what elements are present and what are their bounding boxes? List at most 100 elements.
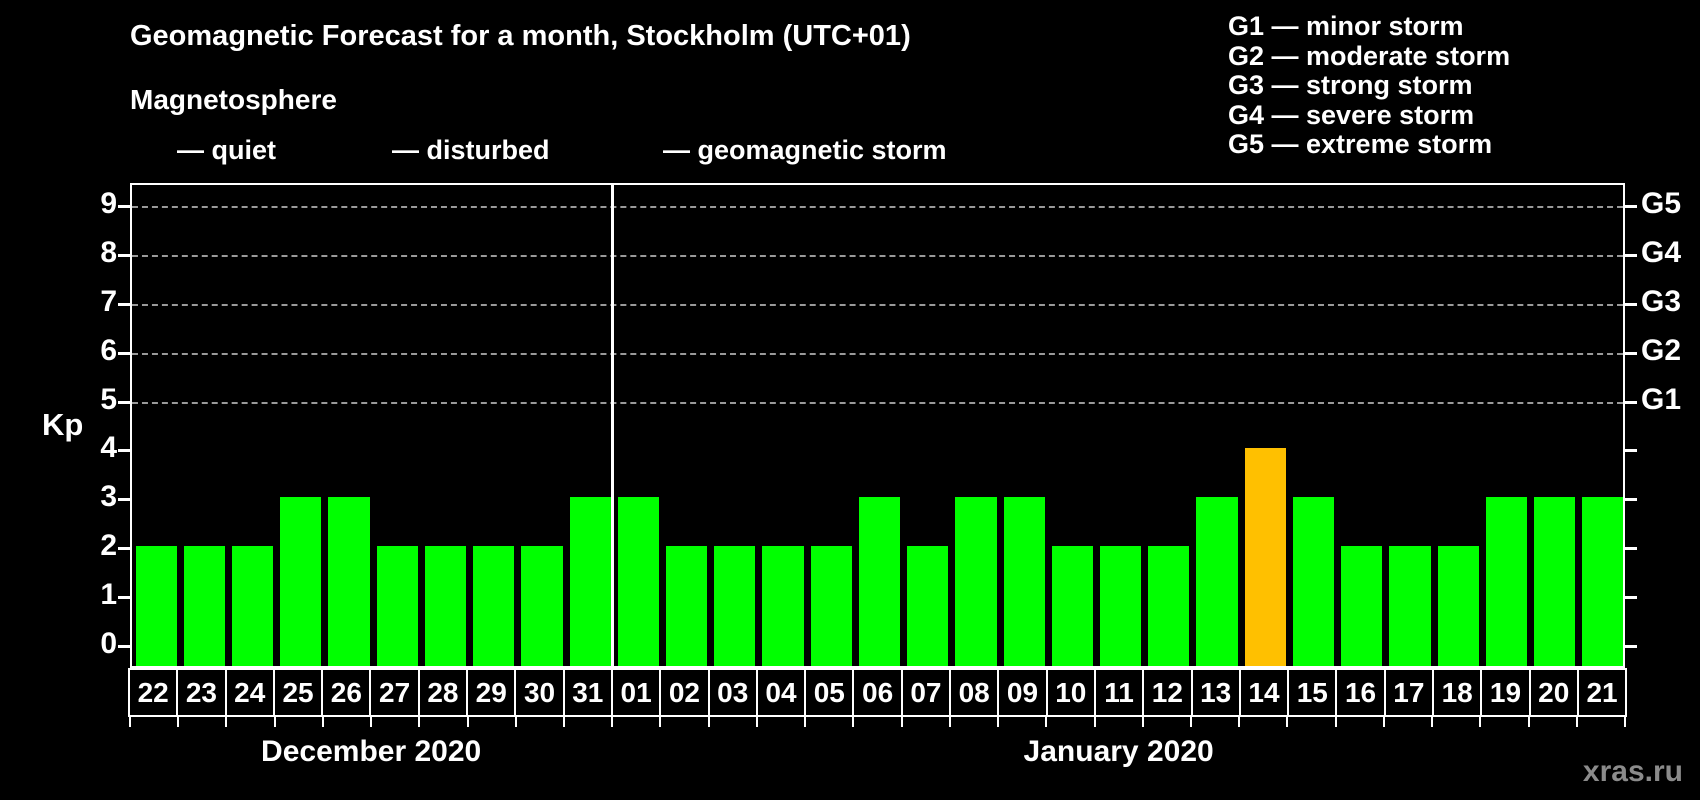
y-tick-label-7: 7 — [100, 284, 117, 318]
right-axis-tick-2 — [1625, 546, 1637, 550]
right-axis-tick-7 — [1625, 302, 1637, 306]
kp-bar-day-25 — [280, 497, 322, 666]
right-axis-tick-3 — [1625, 498, 1637, 502]
day-boundary-tick — [177, 717, 180, 727]
day-label-29: 29 — [466, 670, 514, 715]
day-label-27: 27 — [369, 670, 417, 715]
day-axis-row: 22 23 24 25 26 27 28 29 30 31 01 02 03 04 05 06 07 08 09 10… — [128, 668, 1627, 717]
day-label-24: 24 — [224, 670, 273, 715]
day-boundary-tick — [755, 717, 758, 727]
day-label-04: 04 — [755, 670, 804, 715]
day-boundary-tick — [1382, 717, 1385, 727]
day-boundary-tick — [563, 717, 566, 727]
legend-item-storm: — geomagnetic storm — [617, 131, 947, 169]
day-label-22: 22 — [137, 676, 169, 708]
day-label-18: 18 — [1432, 670, 1480, 715]
kp-bar-day-31 — [569, 497, 611, 666]
day-label-09: 09 — [997, 670, 1045, 715]
day-boundary-tick — [997, 717, 1000, 727]
day-boundary-tick — [1527, 717, 1530, 727]
y-tick-label-6: 6 — [100, 333, 117, 367]
left-axis-tick-2 — [118, 546, 130, 550]
day-label-16: 16 — [1335, 670, 1383, 715]
kp-bar-day-10 — [1051, 545, 1093, 666]
kp-bar-day-05 — [810, 545, 852, 666]
day-boundary-tick — [129, 717, 131, 727]
kp-bar-day-02 — [665, 545, 708, 666]
day-boundary-tick — [1093, 717, 1096, 727]
day-label-07: 07 — [900, 670, 949, 715]
left-axis-tick-1 — [118, 595, 130, 599]
day-label-10: 10 — [1045, 670, 1094, 715]
kp-bar-day-23 — [183, 545, 225, 666]
day-boundary-tick — [804, 717, 807, 727]
quiet-color-swatch — [131, 135, 163, 166]
y-tick-label-3: 3 — [100, 480, 117, 514]
kp-bar-day-18 — [1437, 545, 1479, 666]
month-label-january: January 2020 — [1023, 735, 1214, 768]
day-label-21: 21 — [1576, 670, 1625, 715]
y-tick-label-2: 2 — [100, 528, 117, 562]
kp-bar-day-21 — [1582, 497, 1624, 666]
g2-legend-line: G2 — moderate storm — [1228, 40, 1511, 71]
left-axis-tick-5 — [118, 400, 130, 404]
kp-bar-day-07 — [907, 545, 949, 666]
kp-bar-day-22 — [135, 545, 177, 666]
day-label-14: 14 — [1238, 670, 1287, 715]
y-tick-label-4: 4 — [100, 431, 117, 465]
kp-bar-day-30 — [521, 545, 563, 666]
g4-legend-line: G4 — severe storm — [1228, 99, 1475, 130]
kp-bar-day-19 — [1485, 497, 1528, 666]
right-axis-label-g5: G5 — [1641, 187, 1682, 221]
kp-bar-day-17 — [1389, 545, 1431, 666]
right-axis-tick-8 — [1625, 254, 1637, 258]
left-axis-tick-8 — [118, 254, 130, 258]
day-label-30: 30 — [514, 670, 562, 715]
day-label-28: 28 — [417, 670, 466, 715]
y-tick-label-5: 5 — [100, 382, 117, 416]
day-boundary-tick — [1431, 717, 1434, 727]
gridline-kp-5 — [132, 401, 1623, 404]
gridline-kp-6 — [132, 352, 1623, 355]
kp-bar-day-06 — [858, 497, 901, 666]
day-label-02: 02 — [659, 670, 707, 715]
day-label-11: 11 — [1093, 670, 1142, 715]
left-axis-tick-4 — [118, 449, 130, 453]
g-scale-legend: G1 — minor storm G2 — moderate storm G3 … — [1228, 11, 1511, 160]
legend-storm-label: — geomagnetic storm — [663, 134, 947, 165]
kp-bar-day-11 — [1100, 545, 1142, 666]
day-label-12: 12 — [1142, 670, 1190, 715]
day-boundary-tick — [1624, 717, 1626, 727]
right-axis-label-g2: G2 — [1641, 333, 1682, 367]
day-boundary-tick — [273, 717, 276, 727]
day-boundary-tick — [1286, 717, 1289, 727]
day-boundary-tick — [1045, 717, 1048, 727]
kp-bar-day-16 — [1341, 545, 1383, 666]
day-boundary-tick — [852, 717, 855, 727]
day-boundary-tick — [900, 717, 903, 727]
kp-bar-day-04 — [762, 545, 804, 666]
day-boundary-tick — [1238, 717, 1241, 727]
day-label-15: 15 — [1287, 670, 1335, 715]
right-axis-label-g3: G3 — [1641, 284, 1682, 318]
plot-area — [118, 183, 1637, 668]
watermark: xras.ru — [1582, 755, 1683, 788]
y-axis-title: Kp — [42, 407, 84, 442]
g1-legend-line: G1 — minor storm — [1228, 11, 1464, 41]
day-boundary-tick — [321, 717, 324, 727]
left-axis-tick-0 — [118, 644, 130, 648]
kp-bar-day-14 — [1244, 448, 1286, 666]
day-boundary-tick — [370, 717, 373, 727]
y-tick-label-9: 9 — [100, 187, 117, 221]
gridline-kp-9 — [132, 206, 1623, 209]
left-axis-tick-6 — [118, 351, 130, 355]
day-label-25: 25 — [272, 670, 321, 715]
day-label-08: 08 — [949, 670, 997, 715]
legend-item-disturbed: — disturbed — [346, 131, 550, 169]
kp-bar-day-01 — [617, 497, 659, 666]
day-boundary-tick — [514, 717, 517, 727]
kp-bar-day-15 — [1292, 497, 1335, 666]
kp-bar-day-13 — [1196, 497, 1238, 666]
day-label-03: 03 — [707, 670, 756, 715]
